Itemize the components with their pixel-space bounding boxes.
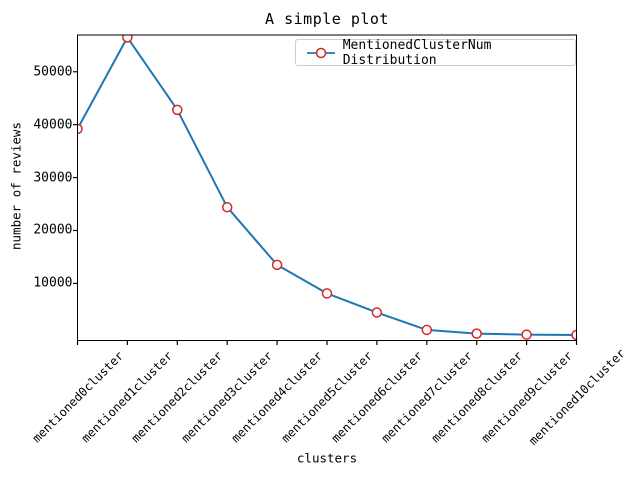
- data-point-marker: [271, 259, 283, 271]
- y-tick-label: 20000: [33, 222, 73, 238]
- data-point-marker: [122, 34, 133, 43]
- data-point-marker: [321, 288, 333, 299]
- data-point-marker: [172, 104, 183, 116]
- y-tick-label: 30000: [33, 170, 73, 186]
- legend-entry-label: MentionedClusterNum Distribution: [342, 37, 492, 68]
- data-point-marker: [521, 329, 532, 340]
- data-point-marker: [421, 324, 433, 336]
- x-axis-label: clusters: [296, 450, 358, 466]
- legend-box: MentionedClusterNum Distribution: [295, 37, 576, 68]
- data-point-marker: [371, 307, 383, 318]
- legend-sample-marker-icon: [315, 47, 327, 58]
- y-tick-label: 50000: [33, 64, 73, 80]
- legend-line-sample: [307, 47, 335, 58]
- y-tick-label: 40000: [33, 117, 73, 133]
- data-point-marker: [221, 201, 233, 213]
- data-point-marker: [77, 123, 83, 135]
- y-tick-label: 10000: [33, 275, 73, 291]
- y-axis-label: number of reviews: [8, 122, 24, 250]
- chart-title: A simple plot: [265, 10, 389, 28]
- data-point-marker: [471, 328, 482, 339]
